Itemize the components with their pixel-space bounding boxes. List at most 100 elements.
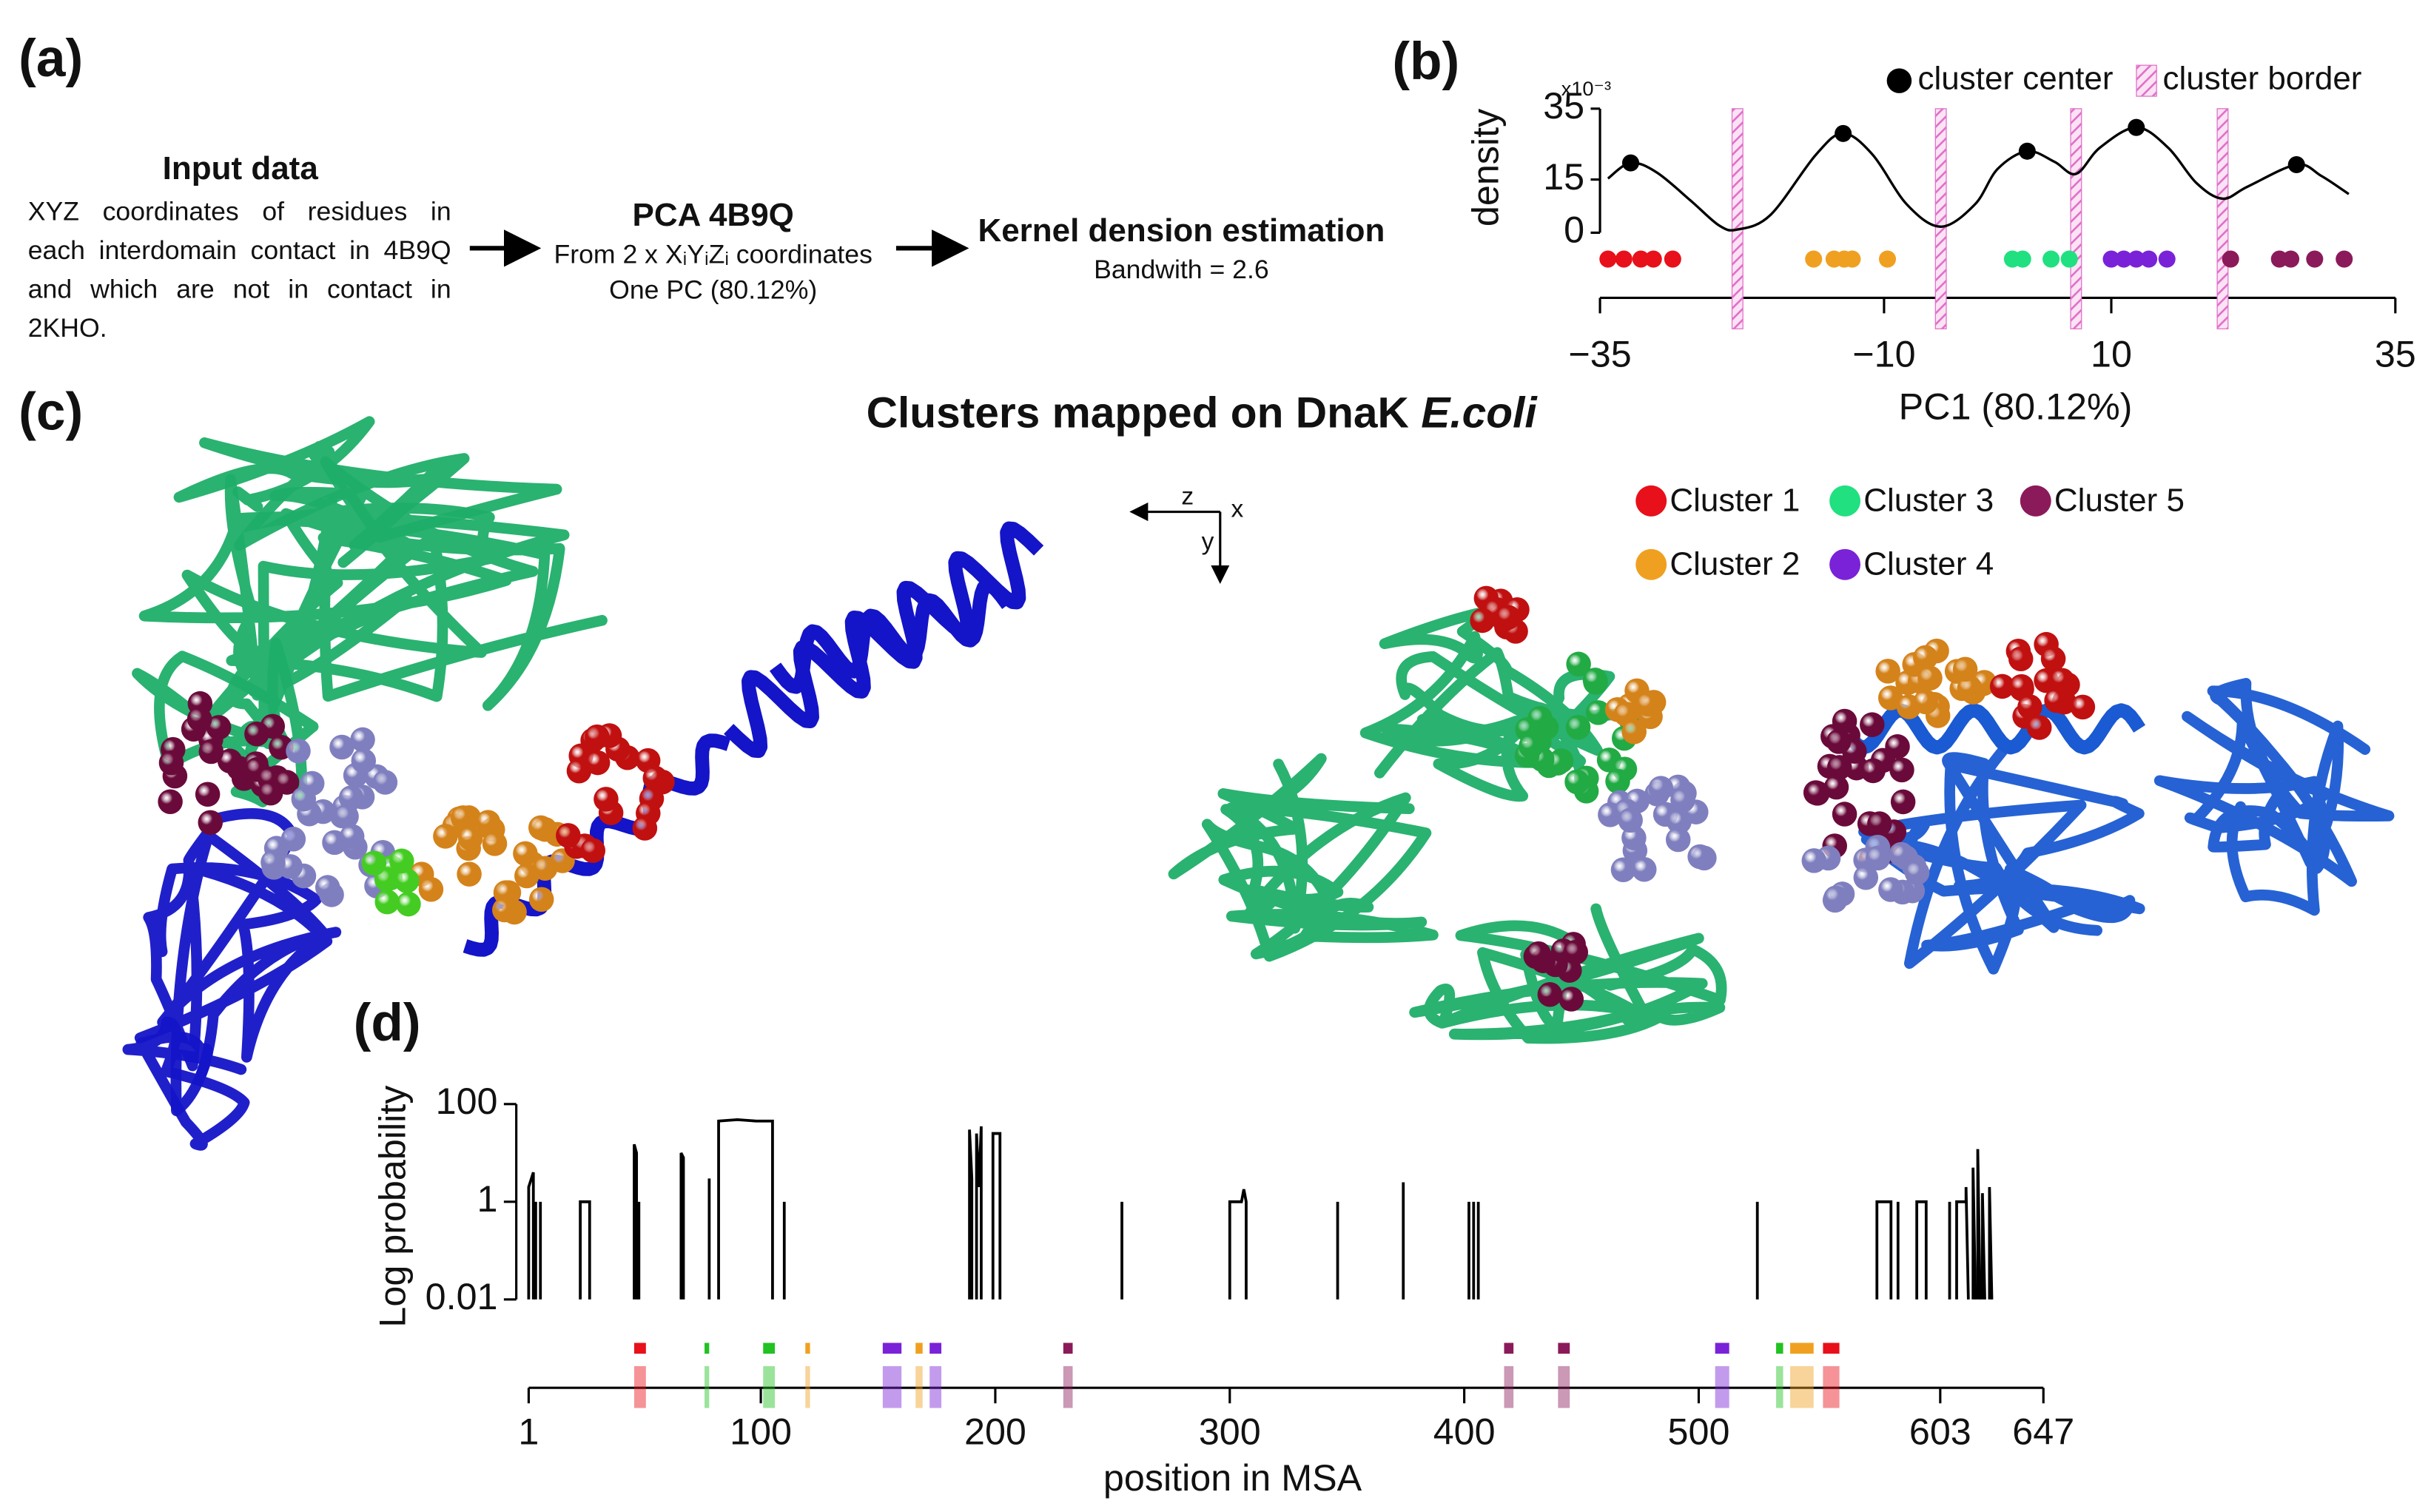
legend-marker <box>1635 548 1667 580</box>
data-line <box>579 1200 591 1300</box>
atom-sphere <box>1823 885 1849 911</box>
atom-sphere <box>457 825 483 851</box>
atom-sphere <box>585 724 610 750</box>
legend-label: cluster center <box>1918 61 2114 97</box>
legend-label: Cluster 3 <box>1863 483 1994 519</box>
atom-sphere <box>372 770 398 795</box>
atom-sphere <box>1582 668 1608 693</box>
structure-title: Clusters mapped on DnaK E.coli <box>867 389 1539 437</box>
cluster-member <box>2128 250 2145 268</box>
cluster-member <box>1615 250 1633 268</box>
legend-label: Cluster 1 <box>1670 483 1800 519</box>
cluster-segment-shadow <box>1776 1365 1783 1408</box>
atom-sphere <box>580 838 606 864</box>
atom-sphere <box>394 868 420 893</box>
atom-sphere <box>1526 941 1551 967</box>
cluster-border <box>2070 108 2082 329</box>
cluster-member <box>1878 250 1897 268</box>
cluster-segment <box>1715 1343 1729 1354</box>
data-line <box>633 1143 639 1300</box>
data-line <box>1915 1200 1928 1300</box>
legend-marker <box>1829 548 1861 580</box>
y-tick-label: 35 <box>1543 84 1584 127</box>
atom-sphere <box>566 758 592 784</box>
step-text-box: XYZ coordinates of residues in each inte… <box>27 197 451 343</box>
atom-sphere <box>1890 789 1916 815</box>
cluster-member <box>2222 250 2239 268</box>
x-axis-label: PC1 (80.12%) <box>1899 386 2133 428</box>
cluster-segment <box>1823 1343 1840 1354</box>
atom-sphere <box>339 824 365 850</box>
legend-marker <box>2136 64 2157 97</box>
atom-sphere <box>198 810 223 836</box>
cluster-center <box>1621 154 1640 172</box>
ribbon <box>2153 678 2395 916</box>
cluster-member <box>2306 250 2324 268</box>
cluster-segment <box>915 1343 923 1354</box>
cluster-border <box>1731 108 1744 329</box>
step-title: PCA 4B9Q <box>633 197 794 233</box>
step-title: Kernel dension estimation <box>978 212 1385 249</box>
title-main: Clusters mapped on DnaK <box>867 389 1409 437</box>
atom-sphere <box>1826 755 1852 780</box>
atom-sphere <box>158 750 184 776</box>
atom-sphere <box>389 848 414 874</box>
atom-sphere <box>2017 694 2042 719</box>
atom-sphere <box>1618 807 1643 833</box>
atom-sphere <box>1537 982 1563 1007</box>
atom-sphere <box>514 863 539 889</box>
atom-sphere <box>258 780 283 806</box>
cluster-border <box>1934 108 1947 329</box>
cluster-segment-shadow <box>633 1365 646 1408</box>
atom-sphere <box>1913 645 1938 671</box>
step-title: Input data <box>163 150 319 187</box>
atom-sphere <box>329 734 354 760</box>
cluster-center <box>2018 142 2036 160</box>
atom-sphere <box>632 816 658 841</box>
atom-sphere <box>1989 673 2015 699</box>
atom-sphere <box>1885 734 1910 759</box>
atom-sphere <box>1648 776 1674 801</box>
atom-sphere <box>1563 939 1589 965</box>
data-line <box>1971 1167 1977 1300</box>
data-line <box>717 1118 774 1300</box>
axis-letter: y <box>1202 528 1214 555</box>
title-italic: E.coli <box>1421 389 1538 437</box>
step-text: XYZ coordinates of residues in each inte… <box>27 197 451 343</box>
atom-sphere <box>198 739 224 765</box>
cluster-segment-shadow <box>1790 1365 1814 1408</box>
atom-sphere <box>286 738 311 764</box>
cluster-center <box>2287 155 2305 174</box>
atom-sphere <box>457 861 482 887</box>
x-tick-label: −10 <box>1852 332 1915 374</box>
atom-sphere <box>1559 987 1584 1012</box>
helix <box>769 577 1014 694</box>
step-text: Bandwith = 2.6 <box>1094 255 1269 284</box>
legend-label: Cluster 2 <box>1670 545 1800 582</box>
data-line <box>968 1129 974 1300</box>
atom-sphere <box>1496 605 1521 630</box>
cluster-segment <box>633 1343 646 1354</box>
atom-sphere <box>1564 769 1590 795</box>
atom-sphere <box>1605 768 1630 794</box>
cluster-segment-shadow <box>1715 1365 1729 1408</box>
helix <box>724 521 1044 759</box>
cluster-member <box>2060 250 2078 268</box>
atom-sphere <box>1860 758 1886 784</box>
atom-sphere <box>1667 809 1692 835</box>
atom-sphere <box>374 889 400 915</box>
atom-sphere <box>2044 688 2069 713</box>
y-tick-label: 0.01 <box>426 1275 498 1317</box>
atom-sphere <box>1889 841 1914 867</box>
atom-sphere <box>350 727 375 753</box>
cluster-segment-shadow <box>805 1365 810 1408</box>
atom-sphere <box>450 805 476 830</box>
cluster-member <box>2140 250 2158 268</box>
atom-sphere <box>1832 708 1857 734</box>
x-tick-label: 100 <box>730 1410 792 1452</box>
axis-letter: x <box>1231 495 1243 523</box>
atom-sphere <box>299 770 325 796</box>
x-tick-label: 10 <box>2091 332 2132 374</box>
atom-sphere <box>1621 719 1647 745</box>
atom-sphere <box>594 787 619 812</box>
